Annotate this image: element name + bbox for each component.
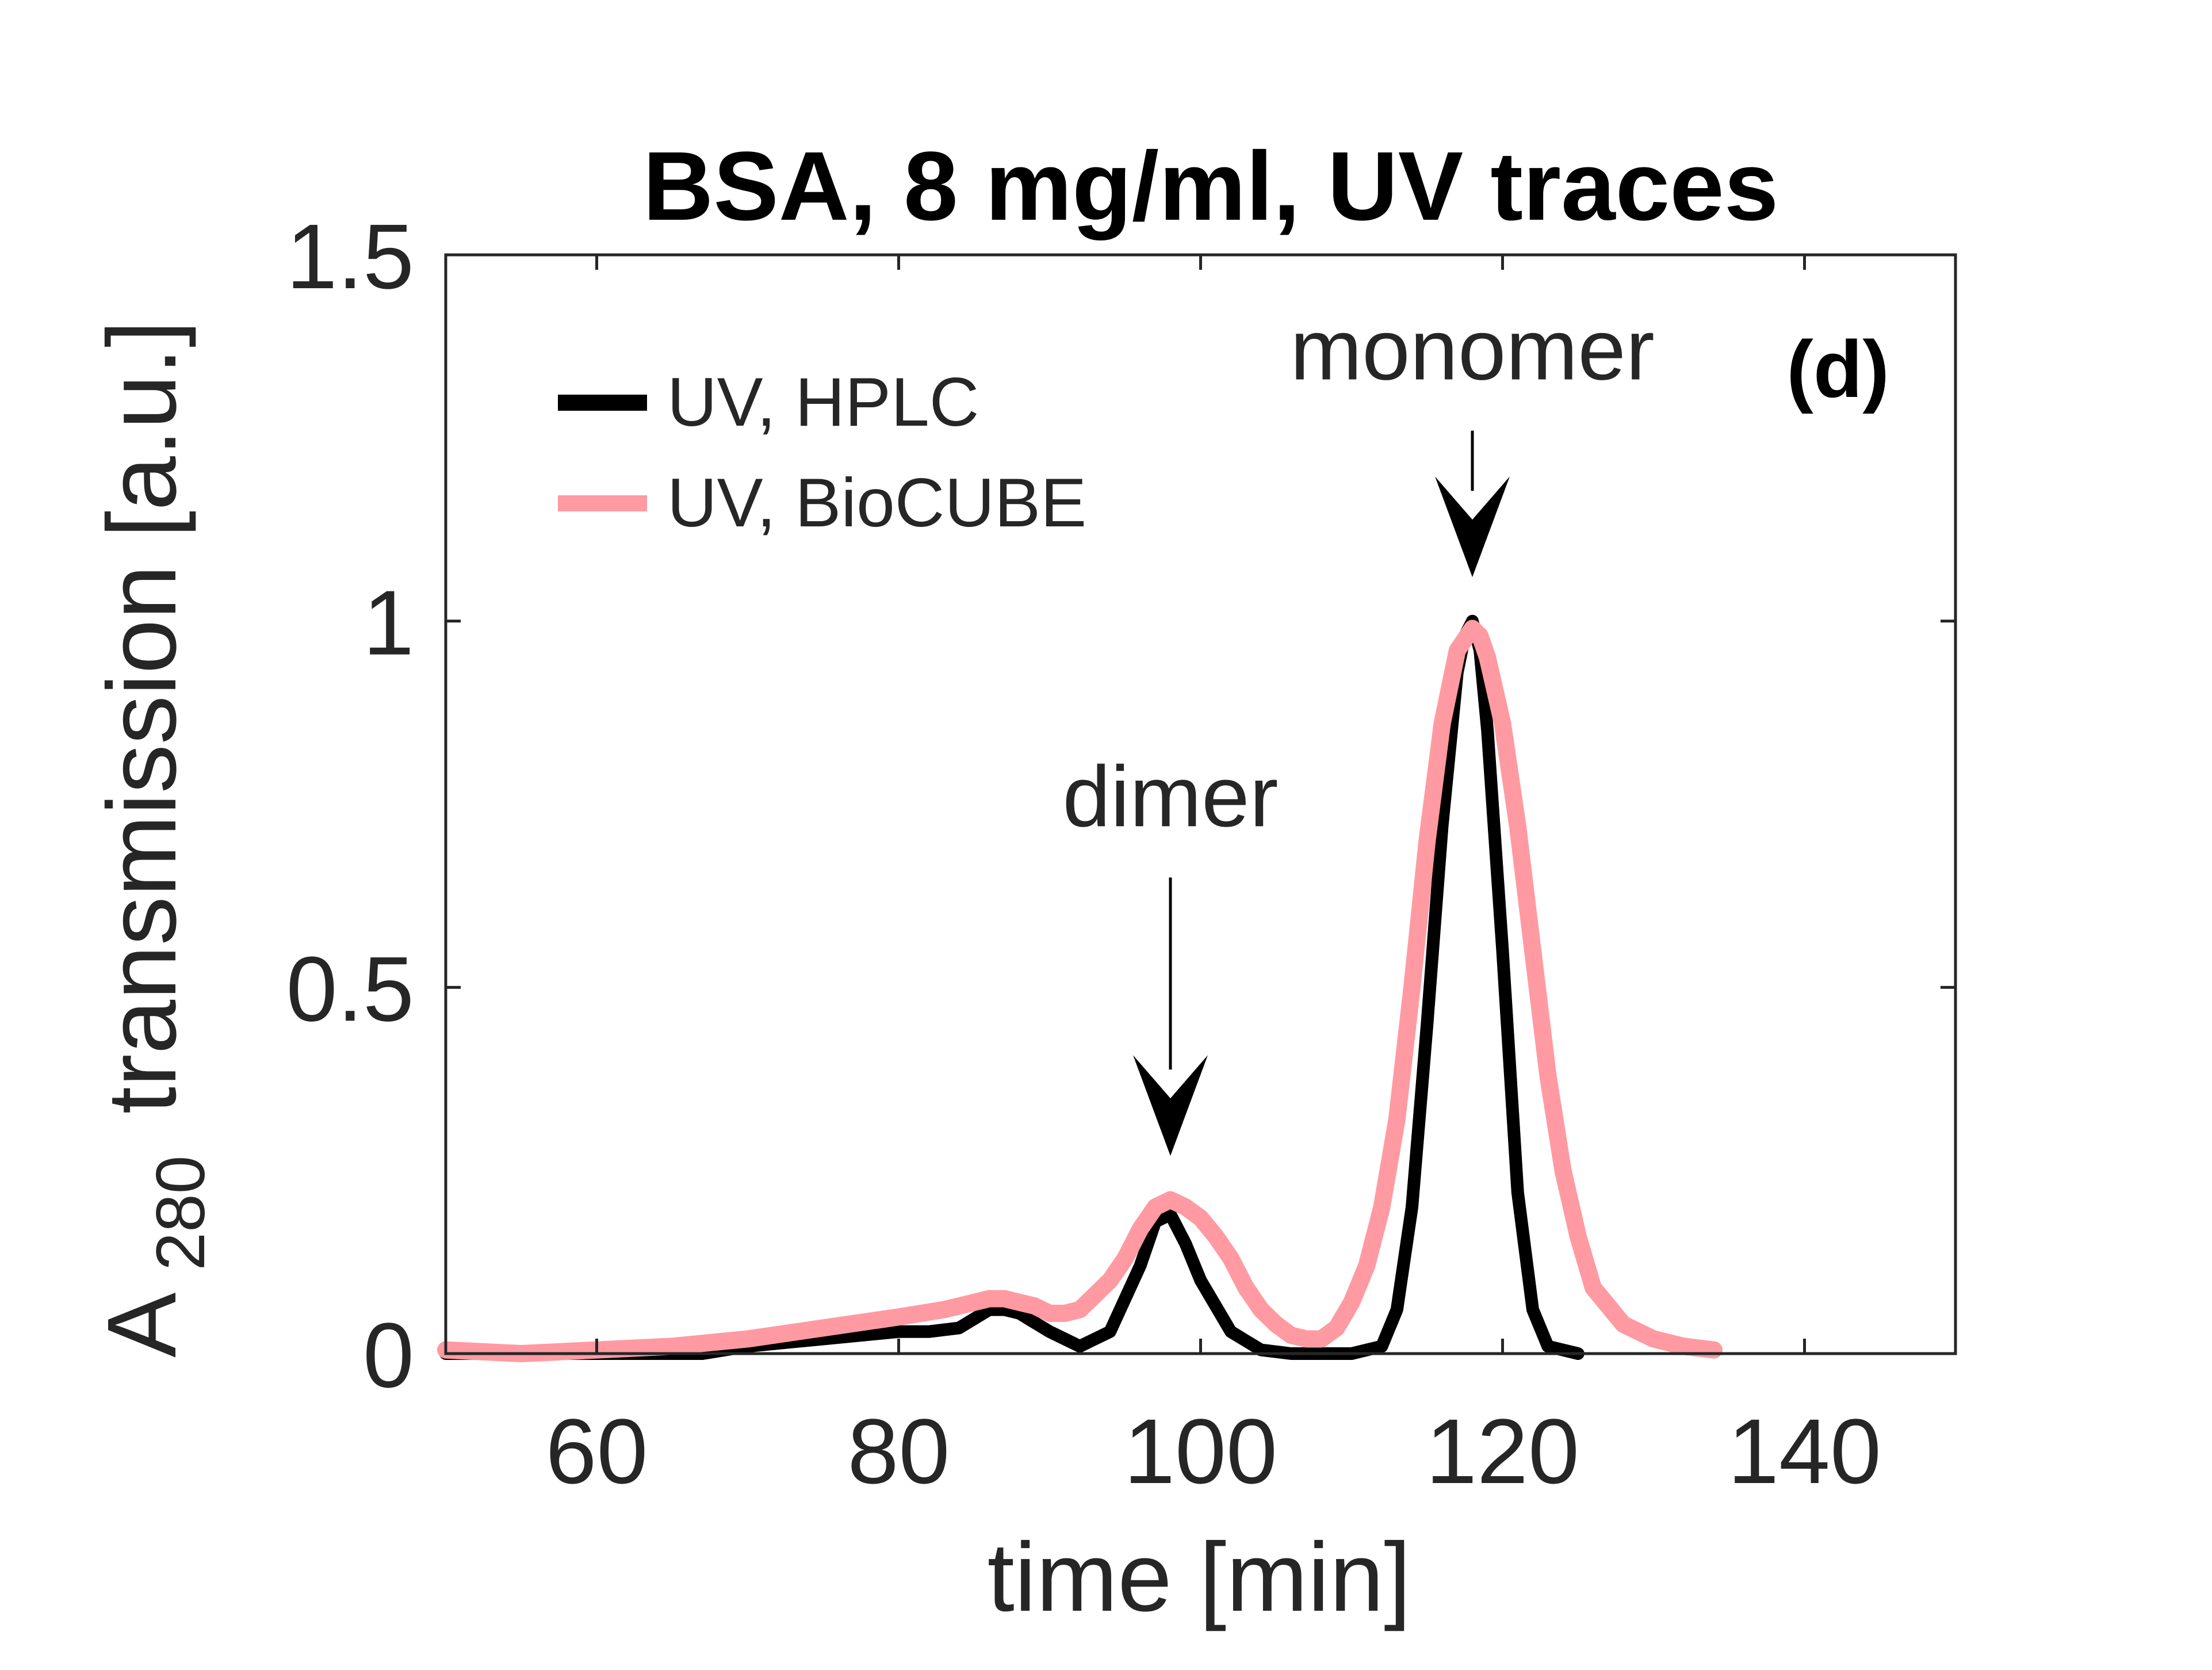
plot-lines bbox=[437, 614, 1723, 1362]
y-axis-label: A 280 transmission [a.u.] bbox=[87, 320, 225, 1358]
annotation-arrow-head bbox=[1133, 1055, 1208, 1156]
y-tick-label: 1.5 bbox=[286, 205, 414, 308]
y-tick-label: 0 bbox=[363, 1304, 414, 1407]
y-axis-label-main: transmission [a.u.] bbox=[87, 320, 197, 1114]
x-tick-label: 120 bbox=[1426, 1400, 1579, 1503]
y-axis-label-prefix: A bbox=[87, 1292, 197, 1358]
annotations: dimer monomer bbox=[1062, 301, 1655, 1156]
x-tick-label: 80 bbox=[848, 1400, 950, 1503]
panel-tag: (d) bbox=[1786, 324, 1889, 414]
x-tick-label: 60 bbox=[546, 1400, 648, 1503]
annotation-arrow-head bbox=[1435, 476, 1510, 578]
legend-label-biocube: UV, BioCUBE bbox=[667, 464, 1086, 541]
ticks bbox=[446, 253, 1955, 1355]
y-tick-label: 1 bbox=[363, 571, 414, 674]
annotation-monomer: monomer bbox=[1290, 301, 1655, 398]
annotation-dimer: dimer bbox=[1062, 748, 1278, 844]
x-tick-label: 140 bbox=[1728, 1400, 1881, 1503]
x-axis-label: time [min] bbox=[988, 1523, 1411, 1632]
series-line-biocube bbox=[437, 620, 1723, 1362]
x-tick-label: 100 bbox=[1124, 1400, 1277, 1503]
tick-labels: 60 80 100 120 140 0 0.5 1 1.5 bbox=[286, 205, 1881, 1503]
y-tick-label: 0.5 bbox=[286, 937, 414, 1040]
chart-title: BSA, 8 mg/ml, UV traces bbox=[643, 132, 1779, 241]
y-axis-label-subscript: 280 bbox=[142, 1156, 219, 1271]
svg-text:A 280 transmission: A 280 transmission [a.u.] bbox=[87, 320, 225, 1358]
legend: UV, HPLC UV, BioCUBE bbox=[558, 364, 1086, 541]
legend-label-hplc: UV, HPLC bbox=[667, 364, 979, 441]
